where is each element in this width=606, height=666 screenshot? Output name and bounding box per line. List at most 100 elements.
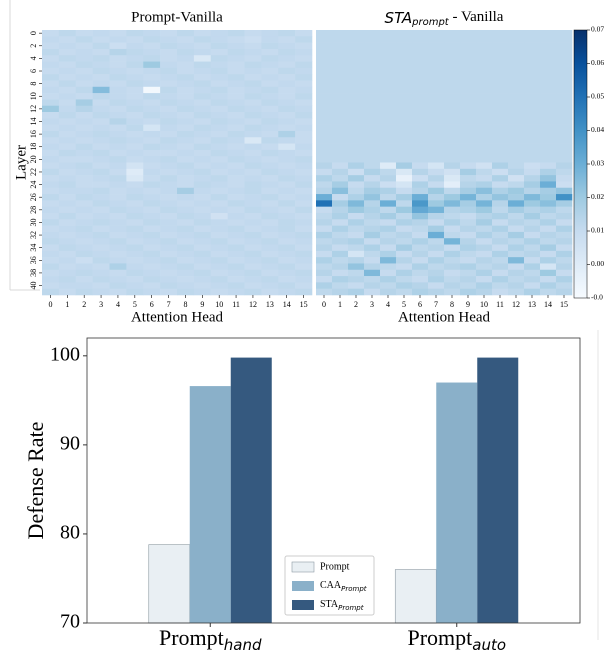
heat-cell <box>460 181 477 189</box>
heat-cell <box>556 86 573 94</box>
heat-cell <box>42 244 60 252</box>
heat-cell <box>193 112 212 119</box>
heat-cell <box>380 61 397 69</box>
heat-cell <box>364 48 381 56</box>
heat-cell <box>444 130 461 138</box>
heat-cell <box>508 36 525 43</box>
heat-cell <box>126 124 144 132</box>
heat-cell <box>380 93 397 100</box>
heat-cell <box>227 156 245 163</box>
heat-cell <box>177 175 195 182</box>
heat-cell <box>143 42 161 50</box>
heat-cell <box>42 80 60 88</box>
heat-cell <box>126 257 144 264</box>
y-tick-label: 100 <box>50 343 80 365</box>
heat-cell <box>143 74 161 81</box>
heat-cell <box>492 105 509 113</box>
heat-cell <box>492 187 509 195</box>
heat-cell <box>244 231 262 239</box>
heat-cell <box>476 30 493 37</box>
legend-swatch <box>292 600 314 610</box>
heat-cell <box>332 74 349 81</box>
heat-cell <box>227 250 245 258</box>
x-tick-label: 9 <box>200 300 204 309</box>
heat-cell <box>524 156 541 163</box>
heat-cell <box>261 74 279 81</box>
heat-cell <box>316 231 333 239</box>
heat-cell <box>210 124 228 132</box>
heat-cell <box>92 238 110 245</box>
heat-cell <box>244 67 262 75</box>
heat-cell <box>58 149 77 157</box>
heat-cell <box>508 30 525 37</box>
heat-cell <box>295 124 313 132</box>
heat-cell <box>460 156 477 163</box>
heat-cell <box>444 61 461 69</box>
heat-cell <box>460 282 477 289</box>
heat-cell <box>524 80 541 88</box>
heat-cell <box>332 48 349 56</box>
heat-cell <box>428 219 445 226</box>
heat-cell <box>92 156 110 163</box>
heat-cell <box>109 42 127 50</box>
heat-cell <box>42 124 60 132</box>
heat-cell <box>42 74 60 81</box>
heat-cell <box>109 219 127 226</box>
heat-cell <box>428 288 445 296</box>
heat-cell <box>540 99 557 107</box>
heat-cell <box>316 61 333 69</box>
heat-cell <box>193 250 212 258</box>
heat-cell <box>278 124 296 132</box>
heat-cell <box>508 61 525 69</box>
heat-cell <box>278 42 296 50</box>
x-tick-label: 8 <box>183 300 187 309</box>
heat-cell <box>476 149 493 157</box>
heat-cell <box>210 250 228 258</box>
heat-cell <box>193 42 212 50</box>
heat-cell <box>177 112 195 119</box>
heat-cell <box>58 156 77 163</box>
heat-cell <box>109 263 127 271</box>
heat-cell <box>524 149 541 157</box>
heat-cell <box>332 257 349 264</box>
legend-label: Prompt <box>320 561 350 572</box>
heat-cell <box>508 162 525 170</box>
heat-cell <box>412 219 429 226</box>
heat-cell <box>364 200 381 207</box>
heat-cell <box>75 130 93 138</box>
heat-cell <box>396 99 413 107</box>
heat-cell <box>364 99 381 107</box>
y-tick-label: 8 <box>29 82 38 86</box>
heat-cell <box>540 269 557 277</box>
heat-cell <box>58 225 77 233</box>
heat-cell <box>75 231 93 239</box>
heat-cell <box>492 118 509 125</box>
heat-cell <box>428 244 445 252</box>
heat-cell <box>444 124 461 132</box>
heat-cell <box>508 42 525 50</box>
heat-cell <box>42 67 60 75</box>
heat-cell <box>75 276 93 283</box>
heat-cell <box>428 30 445 37</box>
heat-cell <box>476 99 493 107</box>
heat-cell <box>210 162 228 170</box>
heat-cell <box>332 36 349 43</box>
heat-cell <box>227 137 245 144</box>
heat-cell <box>364 86 381 94</box>
heat-cell <box>227 112 245 119</box>
heat-cell <box>316 80 333 88</box>
heat-cell <box>492 257 509 264</box>
heat-cell <box>540 219 557 226</box>
heat-cell <box>278 187 296 195</box>
heat-cell <box>556 276 573 283</box>
heat-cell <box>476 124 493 132</box>
heat-cell <box>556 168 573 176</box>
heat-cell <box>227 187 245 195</box>
x-tick-label: 8 <box>450 300 454 309</box>
heat-cell <box>160 143 178 151</box>
heat-cell <box>160 194 178 201</box>
heat-cell <box>508 168 525 176</box>
heat-cell <box>58 187 77 195</box>
heat-cell <box>126 168 144 176</box>
heat-cell <box>42 276 60 283</box>
